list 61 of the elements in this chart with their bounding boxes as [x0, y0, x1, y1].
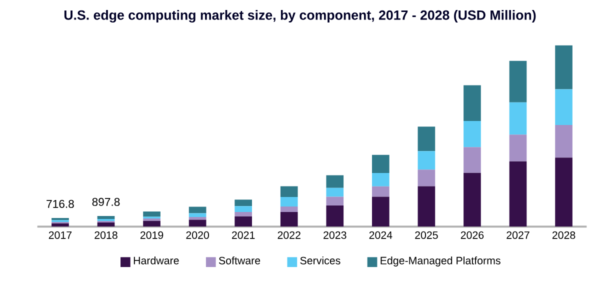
- bar: [509, 102, 527, 135]
- legend-label: Services: [300, 256, 340, 264]
- annotation: 716.8: [46, 200, 74, 208]
- x-tick-label: 2019: [140, 231, 164, 239]
- x-tick-label: 2021: [232, 231, 255, 239]
- bar: [555, 89, 572, 125]
- bar: [372, 154, 390, 174]
- bar: [326, 196, 344, 206]
- bar: [52, 223, 69, 227]
- chart-title: U.S. edge computing market size, by component, 2017 - 2028 (USD Million): [64, 10, 536, 23]
- x-tick-label: 2028: [552, 231, 576, 239]
- bar: [52, 218, 69, 220]
- bar: [372, 186, 390, 197]
- bar: [418, 170, 436, 186]
- bar: [188, 220, 206, 227]
- x-tick-label: 2024: [369, 231, 392, 239]
- x-tick-label: 2022: [278, 231, 300, 239]
- annotation: 897.8: [92, 198, 120, 206]
- bar: [509, 134, 527, 162]
- bar: [464, 85, 481, 122]
- bar: [326, 188, 344, 197]
- bar: [143, 220, 160, 227]
- bar: [372, 173, 390, 186]
- bar: [234, 212, 252, 216]
- x-tick-label: 2020: [186, 231, 210, 239]
- bar: [97, 216, 115, 220]
- bar: [418, 186, 436, 227]
- x-tick-label: 2018: [94, 231, 118, 239]
- bar: [464, 147, 481, 173]
- x-tick-label: 2026: [460, 231, 484, 239]
- bar: [509, 60, 527, 102]
- x-tick-label: 2025: [415, 231, 438, 239]
- bar: [372, 196, 390, 227]
- legend-label: Software: [218, 256, 260, 264]
- bar: [555, 158, 572, 227]
- bar: [555, 45, 572, 90]
- x-tick-label: 2027: [506, 231, 530, 239]
- bar: [326, 205, 344, 227]
- bar: [97, 222, 115, 227]
- bar: [280, 186, 298, 197]
- bar: [555, 125, 572, 158]
- legend-label: Hardware: [134, 256, 179, 264]
- bar: [326, 175, 344, 188]
- bar: [280, 212, 298, 227]
- bar: [143, 211, 160, 217]
- bar: [188, 217, 206, 220]
- bar: [464, 121, 481, 148]
- legend-label: Edge-Managed Platforms: [380, 256, 500, 266]
- bar: [234, 206, 252, 212]
- bar: [188, 206, 206, 214]
- bar: [234, 216, 252, 227]
- bar: [280, 196, 298, 207]
- bar: [464, 172, 481, 227]
- x-tick-label: 2017: [48, 231, 72, 239]
- x-tick-label: 2023: [324, 231, 346, 239]
- bar: [509, 161, 527, 227]
- bar: [188, 213, 206, 218]
- bar: [234, 200, 252, 206]
- bar: [418, 151, 436, 170]
- bar: [418, 126, 436, 152]
- bar: [280, 206, 298, 212]
